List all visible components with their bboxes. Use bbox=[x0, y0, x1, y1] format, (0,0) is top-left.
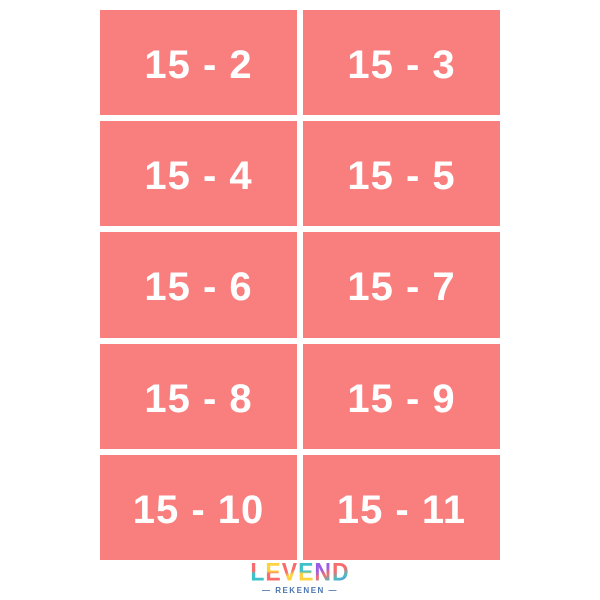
flashcard-15-10: 15 - 10 bbox=[100, 454, 297, 560]
flashcard-grid: 15 - 2 15 - 3 15 - 4 15 - 5 15 - 6 15 - … bbox=[100, 10, 500, 560]
logo-letter: D bbox=[332, 557, 350, 586]
flashcard-15-3: 15 - 3 bbox=[303, 10, 500, 116]
flashcard-15-7: 15 - 7 bbox=[303, 232, 500, 338]
flashcard-15-6: 15 - 6 bbox=[100, 232, 297, 338]
logo-letter: E bbox=[298, 557, 315, 586]
flashcard-15-11: 15 - 11 bbox=[303, 454, 500, 560]
logo-subtitle: — REKENEN — bbox=[261, 586, 339, 595]
logo-letter: L bbox=[250, 557, 266, 586]
flashcard-15-5: 15 - 5 bbox=[303, 121, 500, 227]
flashcard-15-4: 15 - 4 bbox=[100, 121, 297, 227]
flashcard-15-9: 15 - 9 bbox=[303, 343, 500, 449]
logo-letter: V bbox=[281, 557, 299, 586]
logo-letter: E bbox=[265, 557, 282, 586]
logo-letter: N bbox=[314, 557, 333, 586]
flashcard-15-8: 15 - 8 bbox=[100, 343, 297, 449]
flashcard-15-2: 15 - 2 bbox=[100, 10, 297, 116]
